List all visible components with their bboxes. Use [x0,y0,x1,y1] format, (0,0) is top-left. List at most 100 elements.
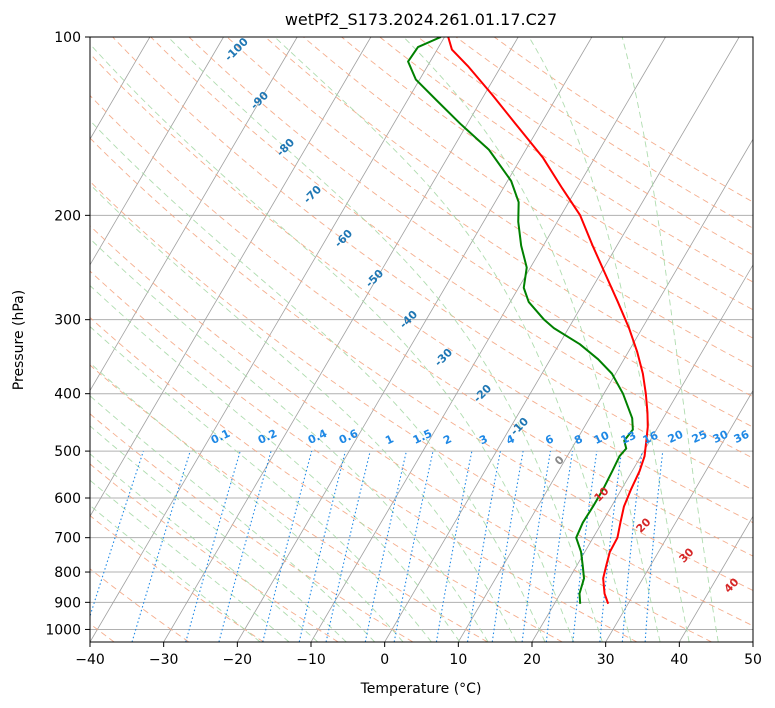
mixing-ratio-line [131,450,191,642]
moist-adiabat-line [90,43,575,642]
isotherm-line [90,37,224,266]
isotherm-line [0,37,3,642]
y-tick-label: 1000 [45,622,81,638]
y-axis: 100 200 300 400 500 600 700 800 900 1000 [45,30,90,638]
mixing-ratio-label: 2 [441,432,453,447]
moist-adiabat-line [274,37,632,642]
moist-adiabat-label: -100 [222,35,251,64]
moist-adiabat-line [90,238,489,642]
moist-adiabat-line [621,37,719,642]
moist-adiabat-line [167,37,603,642]
dry-adiabat-line [493,37,753,203]
mixing-ratio-line [218,450,272,642]
dry-adiabat-line [90,225,712,642]
moist-adiabat-label: -70 [301,183,324,206]
dry-adiabat-line [455,37,753,229]
mixing-ratio-label: 16 [641,429,661,447]
mixing-ratio-line [185,450,241,642]
isotherm-line [90,37,298,392]
x-tick-label: 30 [597,652,615,668]
mixing-ratio-line [325,450,371,642]
moist-adiabat-line [90,479,290,642]
dry-adiabat-line [150,37,753,459]
isotherm-line [90,37,445,642]
moist-adiabat-label: -60 [332,227,355,250]
x-tick-label: −30 [149,652,179,668]
chart-title: wetPf2_S173.2024.261.01.17.C27 [285,10,557,30]
dry-adiabat-line [90,94,753,557]
temperature-profile-line [447,37,649,605]
dry-adiabat-line [90,137,753,591]
moist-adiabat-line [528,37,690,642]
mixing-ratio-line [572,451,598,642]
mixing-ratio-line [298,450,346,642]
isotherm-line [531,264,753,642]
moist-adiabat-line [90,453,319,642]
dry-adiabat-line [379,37,753,283]
x-tick-label: 40 [670,652,688,668]
mixing-ratio-label: 6 [543,432,556,447]
mixing-ratio-label: 1.5 [411,427,434,447]
isotherm-line [163,37,519,642]
y-tick-label: 200 [54,208,81,224]
mixing-ratio-line [435,450,473,642]
mixing-ratio-label: 1 [383,432,395,447]
moist-adiabat-line [90,504,261,642]
isotherm-line [90,37,372,518]
isopleth-labels: 0.1 0.2 0.4 0.6 1 1.5 2 3 4 6 8 10 13 16 20 25 30 36-100-… [209,35,752,596]
dry-adiabat-line [188,37,753,428]
y-tick-label: 600 [54,491,81,507]
mixing-ratio-label: 0.1 [209,427,232,447]
dry-adiabat-label: 10 [592,484,612,504]
x-tick-label: 50 [744,652,762,668]
moist-adiabat-line [90,183,517,642]
isotherm-line [752,641,753,642]
y-tick-label: 900 [54,595,81,611]
mixing-ratio-line [545,451,574,642]
x-tick-label: 20 [523,652,541,668]
dry-adiabat-label: 30 [677,545,697,565]
dry-adiabat-line [112,37,753,491]
dry-adiabat-line [90,568,190,642]
x-tick-label: −20 [223,652,253,668]
mixing-ratio-label: 25 [690,428,709,446]
mixing-ratio-line [644,451,664,642]
moist-adiabat-line [90,362,404,642]
mixing-ratio-line [466,450,501,642]
y-tick-label: 400 [54,387,81,403]
mixing-ratio-label: 10 [592,429,612,447]
dewpoint-profile-line [407,37,634,604]
dry-adiabat-line [90,53,753,524]
mixing-ratio-line [621,451,643,642]
dry-adiabat-label: 40 [722,575,742,595]
moist-adiabat-line [403,37,661,642]
dry-adiabat-line [90,316,563,642]
x-axis-title: Temperature (°C) [360,681,482,697]
moist-adiabat-line [90,425,347,642]
mixing-ratio-line [364,450,407,642]
isotherm-line [90,37,151,140]
x-tick-label: −40 [75,652,105,668]
moist-adiabat-line [90,395,376,642]
mixing-ratio-line [491,451,524,642]
moist-adiabat-label: -20 [471,382,494,405]
mixing-ratio-line [262,450,313,642]
grid-lines [0,37,753,642]
mixing-ratio-line [599,451,623,642]
isotherm-line [457,138,753,642]
moist-adiabat-line [90,284,461,642]
dry-adiabat-line [226,37,753,398]
mixing-ratio-label: 13 [619,429,638,447]
y-tick-label: 300 [54,313,81,329]
dry-adiabat-line [341,37,753,311]
dry-adiabat-line [264,37,753,368]
x-tick-label: 0 [380,652,389,668]
x-axis: −40 −30 −20 −10 0 10 20 30 40 50 [75,642,762,668]
moist-adiabat-line [90,325,432,642]
mixing-ratio-line [393,450,434,642]
dry-adiabat-label: 20 [634,515,654,535]
isotherm-line [678,515,753,642]
isotherm-line [605,389,753,642]
y-axis-title: Pressure (hPa) [11,290,27,390]
x-tick-label: 10 [449,652,467,668]
